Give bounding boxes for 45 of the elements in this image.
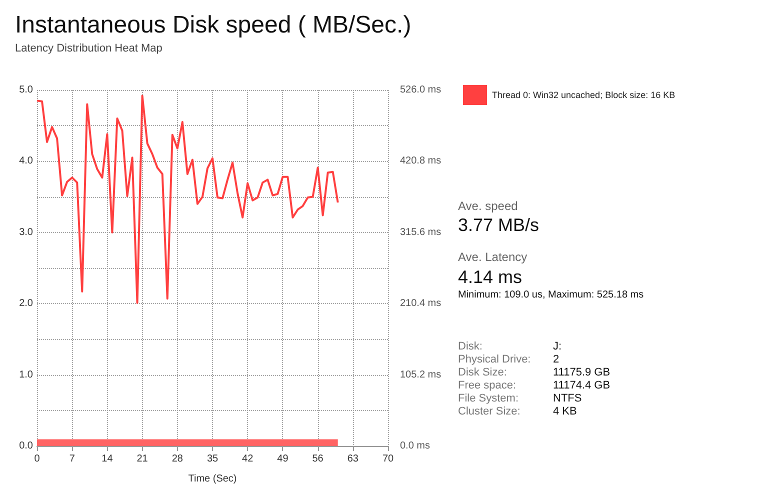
- text: Disk Size:: [458, 366, 507, 378]
- y-tick-label: 4.0: [19, 156, 34, 167]
- y2-tick-label: 315.6 ms: [400, 226, 442, 238]
- x-tick-label: 70: [382, 454, 394, 464]
- y2-tick-label: 420.8 ms: [400, 156, 442, 167]
- x-tick-label: 0: [34, 454, 40, 464]
- y-tick-label: 0.0: [19, 440, 34, 452]
- x-tick-label: 14: [102, 454, 114, 464]
- y2-tick-label: 105.2 ms: [400, 369, 442, 380]
- x-tick-label: 7: [69, 454, 76, 464]
- text: 11174.4 GB: [553, 380, 610, 392]
- chart-subtitle: Latency Distribution Heat Map: [15, 42, 162, 54]
- text: File System:: [458, 392, 519, 404]
- text: Minimum: 109.0 us, Maximum: 525.18 ms: [458, 290, 644, 300]
- text: Cluster Size:: [458, 406, 520, 418]
- x-axis-title: Time (Sec): [188, 474, 237, 484]
- line-series: [36, 94, 339, 304]
- x-tick-label: 28: [172, 454, 184, 464]
- text: 11175.9 GB: [553, 366, 610, 378]
- y2-tick-label: 210.4 ms: [400, 298, 442, 310]
- x-tick-label: 49: [277, 454, 289, 464]
- x-tick-label: 56: [312, 454, 324, 464]
- x-tick-label: 35: [206, 454, 218, 464]
- text: J:: [553, 340, 562, 352]
- text: Ave. speed: [458, 199, 518, 213]
- legend-label: Thread 0: Win32 uncached; Block size: 16 KB: [492, 90, 676, 100]
- text: Disk:: [458, 340, 482, 352]
- text: 4 KB: [553, 406, 577, 418]
- text: 3.77 MB/s: [458, 215, 540, 235]
- x-tick-label: 63: [347, 454, 359, 464]
- y-tick-label: 1.0: [19, 369, 34, 380]
- text: 4.14 ms: [458, 267, 522, 287]
- chart-title: Instantaneous Disk speed ( MB/Sec.): [15, 12, 412, 38]
- text: Free space:: [458, 380, 516, 392]
- text: NTFS: [553, 392, 582, 404]
- text: Ave. Latency: [458, 250, 528, 264]
- x-tick-label: 21: [136, 454, 148, 464]
- y-tick-label: 3.0: [19, 226, 34, 238]
- text: 2: [553, 354, 560, 366]
- text: Physical Drive:: [458, 354, 531, 366]
- y2-tick-label: 526.0 ms: [400, 84, 442, 96]
- y-tick-label: 2.0: [19, 298, 34, 310]
- y2-tick-label: 0.0 ms: [400, 440, 430, 452]
- y-tick-label: 5.0: [19, 84, 34, 96]
- x-tick-label: 42: [242, 454, 254, 464]
